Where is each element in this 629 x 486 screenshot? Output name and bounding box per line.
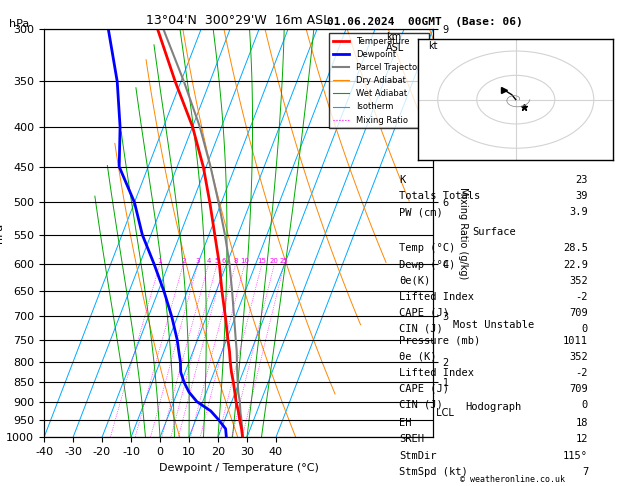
Text: 28.5: 28.5 <box>563 243 588 254</box>
Text: © weatheronline.co.uk: © weatheronline.co.uk <box>460 474 565 484</box>
Text: 18: 18 <box>576 418 588 429</box>
Title: 13°04'N  300°29'W  16m ASL: 13°04'N 300°29'W 16m ASL <box>147 14 331 27</box>
Text: StmSpd (kt): StmSpd (kt) <box>399 467 468 477</box>
Text: 15: 15 <box>257 258 266 264</box>
Text: 8: 8 <box>233 258 238 264</box>
Text: kt: kt <box>428 41 438 51</box>
Text: 20: 20 <box>270 258 279 264</box>
Text: 22.9: 22.9 <box>563 260 588 270</box>
Text: Most Unstable: Most Unstable <box>453 320 535 330</box>
Text: 0: 0 <box>582 324 588 334</box>
Text: 3: 3 <box>196 258 200 264</box>
Text: 709: 709 <box>569 384 588 394</box>
Text: 4: 4 <box>206 258 211 264</box>
Text: 3.9: 3.9 <box>569 207 588 217</box>
Text: -2: -2 <box>576 292 588 302</box>
Text: 12: 12 <box>576 434 588 445</box>
Text: SREH: SREH <box>399 434 425 445</box>
Y-axis label: hPa: hPa <box>0 223 4 243</box>
Text: θe(K): θe(K) <box>399 276 431 286</box>
Text: Totals Totals: Totals Totals <box>399 191 481 201</box>
Text: 2: 2 <box>181 258 186 264</box>
Text: 352: 352 <box>569 276 588 286</box>
Text: Lifted Index: Lifted Index <box>399 368 474 378</box>
Text: θe (K): θe (K) <box>399 352 437 362</box>
Text: EH: EH <box>399 418 412 429</box>
Text: 23: 23 <box>576 175 588 185</box>
Text: 115°: 115° <box>563 451 588 461</box>
Text: 39: 39 <box>576 191 588 201</box>
Text: StmDir: StmDir <box>399 451 437 461</box>
Text: km
ASL: km ASL <box>386 32 404 53</box>
Text: 5: 5 <box>214 258 219 264</box>
Text: 1: 1 <box>157 258 162 264</box>
Text: 0: 0 <box>582 400 588 410</box>
Text: Temp (°C): Temp (°C) <box>399 243 455 254</box>
Text: 6: 6 <box>222 258 226 264</box>
Legend: Temperature, Dewpoint, Parcel Trajectory, Dry Adiabat, Wet Adiabat, Isotherm, Mi: Temperature, Dewpoint, Parcel Trajectory… <box>329 34 429 128</box>
Text: CAPE (J): CAPE (J) <box>399 308 449 318</box>
Text: CIN (J): CIN (J) <box>399 400 443 410</box>
X-axis label: Dewpoint / Temperature (°C): Dewpoint / Temperature (°C) <box>159 463 318 473</box>
Text: 10: 10 <box>240 258 249 264</box>
Text: 709: 709 <box>569 308 588 318</box>
Text: 01.06.2024  00GMT  (Base: 06): 01.06.2024 00GMT (Base: 06) <box>326 17 523 27</box>
Text: Dewp (°C): Dewp (°C) <box>399 260 455 270</box>
Text: hPa: hPa <box>9 19 30 29</box>
Text: K: K <box>399 175 406 185</box>
Y-axis label: Mixing Ratio (g/kg): Mixing Ratio (g/kg) <box>459 187 469 279</box>
Text: 1011: 1011 <box>563 336 588 346</box>
Text: LCL: LCL <box>433 408 454 418</box>
Text: Surface: Surface <box>472 227 516 238</box>
Text: Lifted Index: Lifted Index <box>399 292 474 302</box>
Text: CAPE (J): CAPE (J) <box>399 384 449 394</box>
Text: Hodograph: Hodograph <box>465 402 522 413</box>
Text: -2: -2 <box>576 368 588 378</box>
Text: PW (cm): PW (cm) <box>399 207 443 217</box>
Text: 7: 7 <box>582 467 588 477</box>
Text: Pressure (mb): Pressure (mb) <box>399 336 481 346</box>
Text: CIN (J): CIN (J) <box>399 324 443 334</box>
Text: 25: 25 <box>280 258 289 264</box>
Text: 352: 352 <box>569 352 588 362</box>
